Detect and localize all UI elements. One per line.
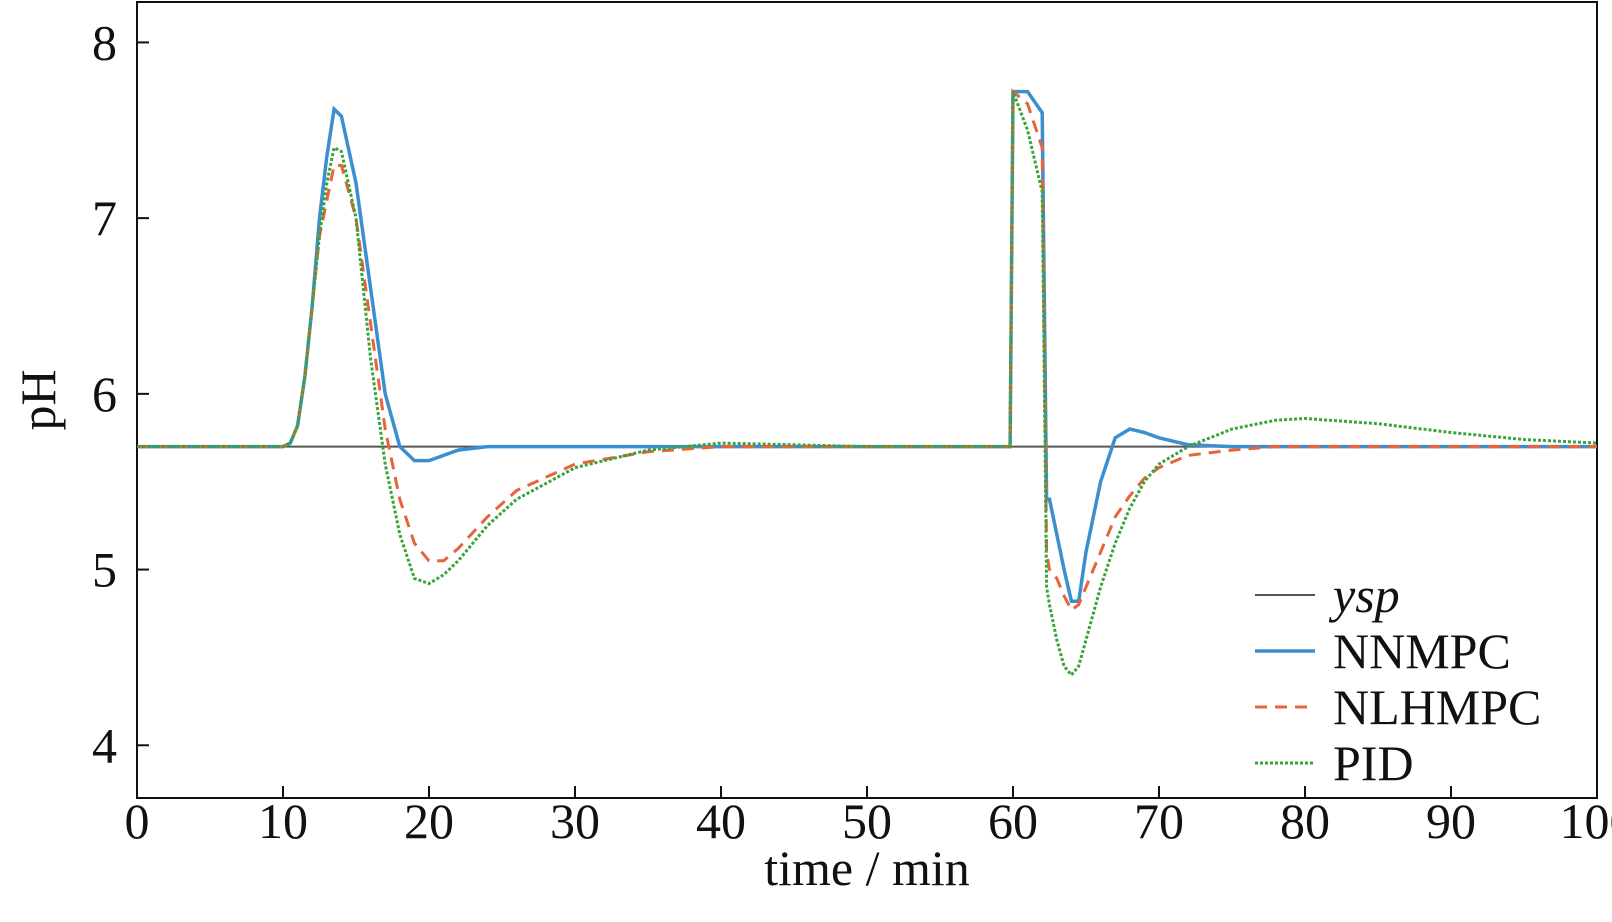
y-tick-label: 5 <box>92 542 117 598</box>
x-tick-label: 90 <box>1426 793 1476 849</box>
x-tick-label: 60 <box>988 793 1038 849</box>
x-tick-label: 50 <box>842 793 892 849</box>
legend-label: NLHMPC <box>1333 679 1541 735</box>
x-tick-label: 10 <box>258 793 308 849</box>
x-tick-label: 100 <box>1560 793 1612 849</box>
legend-label: ysp <box>1328 567 1400 623</box>
y-axis-label: pH <box>10 369 66 430</box>
x-axis-label: time / min <box>764 840 970 896</box>
y-tick-label: 7 <box>92 190 117 246</box>
x-tick-label: 0 <box>125 793 150 849</box>
legend-label: NNMPC <box>1333 623 1511 679</box>
line-series <box>137 88 1597 613</box>
x-tick-label: 40 <box>696 793 746 849</box>
x-tick-label: 80 <box>1280 793 1330 849</box>
y-tick-label: 6 <box>92 366 117 422</box>
line-series <box>137 91 1598 678</box>
x-tick-label: 30 <box>550 793 600 849</box>
line-series <box>137 89 1597 603</box>
x-tick-label: 20 <box>404 793 454 849</box>
legend-label: PID <box>1333 735 1414 791</box>
x-tick-label: 70 <box>1134 793 1184 849</box>
y-tick-label: 8 <box>92 14 117 70</box>
y-tick-label: 4 <box>92 717 117 773</box>
